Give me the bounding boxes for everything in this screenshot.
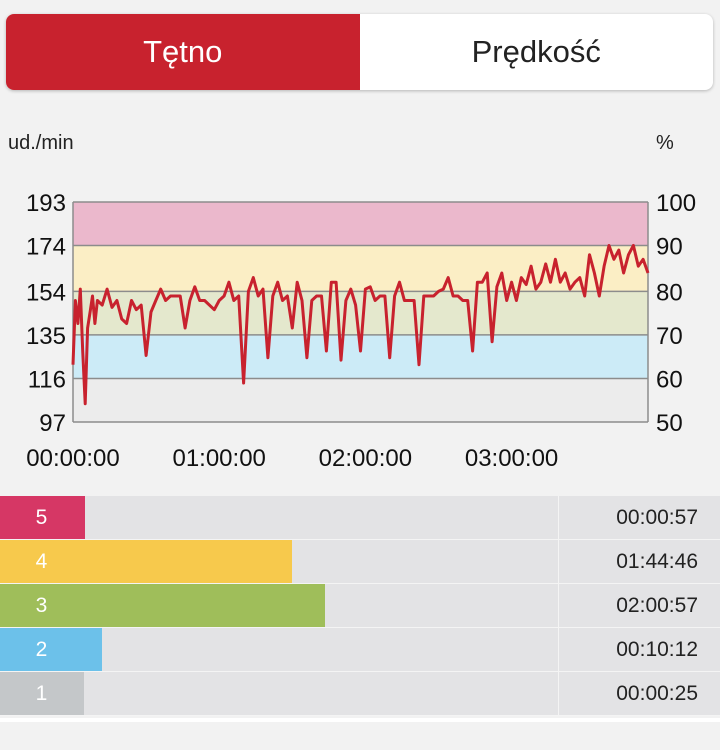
heart-rate-series: [71, 244, 650, 406]
right-tick-label: 70: [656, 323, 683, 350]
metric-tab-switch: Tętno Prędkość: [6, 14, 713, 90]
zone-row-4: 4 01:44:46: [0, 540, 720, 584]
x-tick-label: 03:00:00: [465, 445, 558, 472]
zone-number: 1: [0, 672, 83, 715]
heart-rate-line: [71, 244, 650, 406]
left-axis-ticks: 193 174 154 135 116 97: [26, 190, 66, 437]
tab-heart-rate[interactable]: Tętno: [6, 14, 360, 90]
left-tick-label: 97: [39, 410, 66, 437]
left-tick-label: 193: [26, 190, 66, 217]
zone-row-3: 3 02:00:57: [0, 584, 720, 628]
zone-time: 00:00:25: [558, 672, 720, 715]
zone-band-3: [73, 291, 648, 335]
right-axis-ticks: 100 90 80 70 60 50: [656, 190, 696, 437]
right-tick-label: 50: [656, 410, 683, 437]
tab-speed[interactable]: Prędkość: [471, 34, 601, 69]
right-tick-label: 100: [656, 190, 696, 217]
right-tick-label: 80: [656, 279, 683, 306]
zone-row-5: 5 00:00:57: [0, 496, 720, 540]
zone-bar: [83, 584, 325, 627]
zone-bar: [83, 496, 85, 539]
left-tick-label: 154: [26, 279, 66, 306]
left-tick-label: 135: [26, 323, 66, 350]
zone-bar: [83, 672, 84, 715]
right-tick-label: 60: [656, 366, 683, 393]
x-axis-ticks: 00:00:00 01:00:00 02:00:00 03:00:00: [26, 445, 558, 472]
zone-time: 00:00:57: [558, 496, 720, 539]
zone-summary-list: 5 00:00:57 4 01:44:46 3 02:00:57 2 00:10:12 1 00:…: [0, 496, 720, 716]
zone-track: [83, 628, 558, 671]
left-unit-label: ud./min: [8, 132, 74, 154]
zone-band-5: [73, 202, 648, 246]
x-tick-label: 02:00:00: [319, 445, 412, 472]
zone-row-1: 1 00:00:25: [0, 672, 720, 716]
x-tick-label: 00:00:00: [26, 445, 119, 472]
chart-gridlines: [72, 201, 649, 423]
zone-track: [83, 672, 558, 715]
zone-band-4: [73, 245, 648, 292]
zone-bar: [83, 540, 292, 583]
zone-number: 2: [0, 628, 83, 671]
zone-row-2: 2 00:10:12: [0, 628, 720, 672]
zone-number: 3: [0, 584, 83, 627]
heart-rate-chart: 193 174 154 135 116 97 100 90 80 70 60 50 00:00:00…: [26, 190, 696, 472]
zone-band-1: [73, 378, 648, 422]
zone-track: [83, 496, 558, 539]
left-tick-label: 174: [26, 234, 66, 261]
zone-time: 01:44:46: [558, 540, 720, 583]
left-tick-label: 116: [28, 366, 66, 393]
right-unit-label: %: [656, 132, 674, 154]
zone-bands: [73, 202, 648, 422]
zone-number: 5: [0, 496, 83, 539]
zone-time: 00:10:12: [558, 628, 720, 671]
zone-time: 02:00:57: [558, 584, 720, 627]
zone-number: 4: [0, 540, 83, 583]
right-tick-label: 90: [656, 234, 683, 261]
zone-bar: [83, 628, 102, 671]
x-tick-label: 01:00:00: [172, 445, 265, 472]
bottom-divider: [0, 718, 720, 722]
